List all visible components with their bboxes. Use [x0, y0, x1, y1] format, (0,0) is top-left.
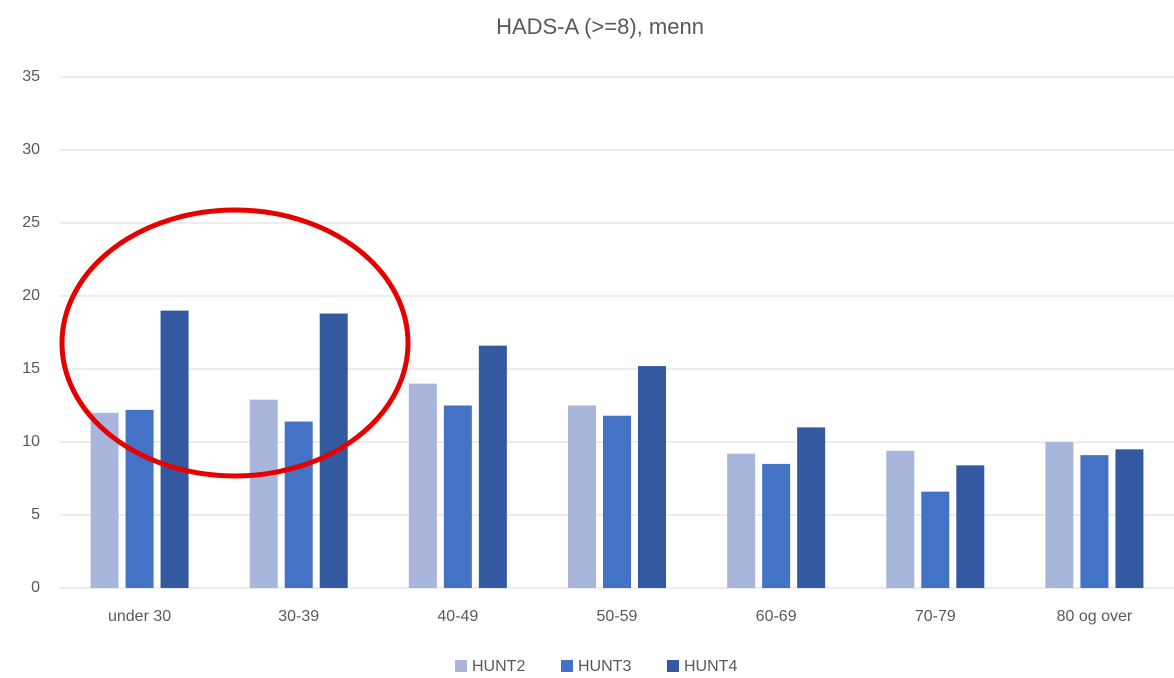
y-tick-label: 30: [22, 141, 40, 158]
bar: [249, 399, 278, 588]
bar: [284, 421, 313, 588]
y-tick-label: 20: [22, 287, 40, 304]
bar: [921, 491, 950, 588]
legend-label: HUNT2: [472, 658, 525, 675]
bar: [160, 310, 189, 588]
y-tick-label: 5: [31, 506, 40, 523]
x-tick-label: 40-49: [437, 608, 478, 625]
bar: [762, 463, 791, 588]
y-tick-label: 25: [22, 214, 40, 231]
bar: [1080, 455, 1109, 588]
bar: [727, 453, 756, 588]
bar: [125, 409, 154, 588]
x-tick-label: 70-79: [915, 608, 956, 625]
y-tick-label: 35: [22, 68, 40, 85]
y-tick-label: 15: [22, 360, 40, 377]
bar: [443, 405, 472, 588]
bar: [886, 450, 915, 588]
bar: [603, 415, 631, 588]
y-tick-label: 10: [22, 433, 40, 450]
chart-title: HADS-A (>=8), menn: [496, 14, 704, 39]
bar: [90, 412, 119, 588]
legend-label: HUNT4: [684, 658, 737, 675]
legend-swatch: [561, 660, 573, 672]
bar: [1115, 449, 1144, 588]
bar: [408, 383, 437, 588]
x-tick-label: 30-39: [278, 608, 319, 625]
legend-swatch: [667, 660, 679, 672]
x-tick-label: under 30: [108, 608, 171, 625]
x-tick-label: 60-69: [756, 608, 797, 625]
highlight-ellipse: [59, 207, 411, 479]
bar: [568, 405, 596, 588]
bar: [478, 345, 507, 588]
bar: [1045, 442, 1074, 588]
legend-label: HUNT3: [578, 658, 631, 675]
x-tick-label: 80 og over: [1057, 608, 1133, 625]
legend-swatch: [455, 660, 467, 672]
y-tick-label: 0: [31, 579, 40, 596]
x-tick-label: 50-59: [597, 608, 638, 625]
bar: [797, 427, 826, 588]
bar: [638, 366, 666, 588]
bar: [956, 465, 985, 588]
